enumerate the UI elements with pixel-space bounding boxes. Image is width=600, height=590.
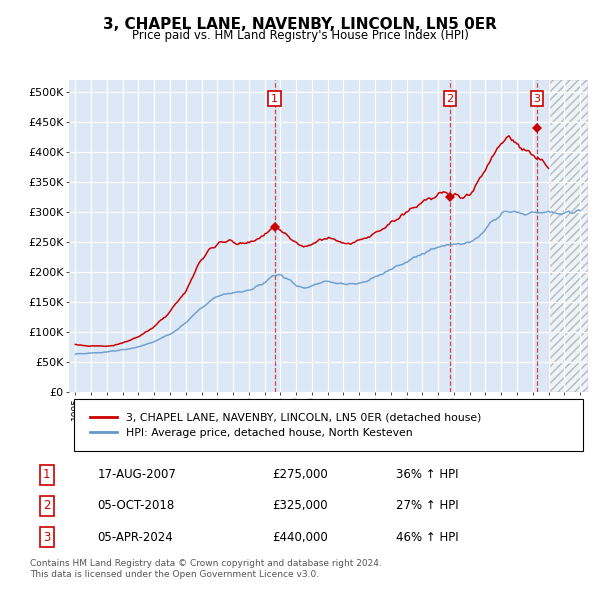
Text: 27% ↑ HPI: 27% ↑ HPI [396, 499, 459, 513]
Text: 46% ↑ HPI: 46% ↑ HPI [396, 530, 459, 543]
Text: 3, CHAPEL LANE, NAVENBY, LINCOLN, LN5 0ER: 3, CHAPEL LANE, NAVENBY, LINCOLN, LN5 0E… [103, 17, 497, 31]
Text: 05-OCT-2018: 05-OCT-2018 [97, 499, 175, 513]
Text: 2: 2 [446, 94, 454, 104]
Legend: 3, CHAPEL LANE, NAVENBY, LINCOLN, LN5 0ER (detached house), HPI: Average price, : 3, CHAPEL LANE, NAVENBY, LINCOLN, LN5 0E… [85, 407, 487, 444]
Text: 05-APR-2024: 05-APR-2024 [97, 530, 173, 543]
Text: Contains HM Land Registry data © Crown copyright and database right 2024.
This d: Contains HM Land Registry data © Crown c… [29, 559, 382, 579]
Text: 1: 1 [43, 468, 50, 481]
FancyBboxPatch shape [74, 399, 583, 451]
Text: Price paid vs. HM Land Registry's House Price Index (HPI): Price paid vs. HM Land Registry's House … [131, 30, 469, 42]
Bar [548, 80, 588, 392]
Text: £325,000: £325,000 [272, 499, 328, 513]
Text: 3: 3 [43, 530, 50, 543]
Text: £440,000: £440,000 [272, 530, 328, 543]
Text: 2: 2 [43, 499, 50, 513]
Text: 3: 3 [533, 94, 541, 104]
Text: 1: 1 [271, 94, 278, 104]
Text: 17-AUG-2007: 17-AUG-2007 [97, 468, 176, 481]
Bar [548, 80, 588, 392]
Text: £275,000: £275,000 [272, 468, 328, 481]
Text: 36% ↑ HPI: 36% ↑ HPI [396, 468, 459, 481]
